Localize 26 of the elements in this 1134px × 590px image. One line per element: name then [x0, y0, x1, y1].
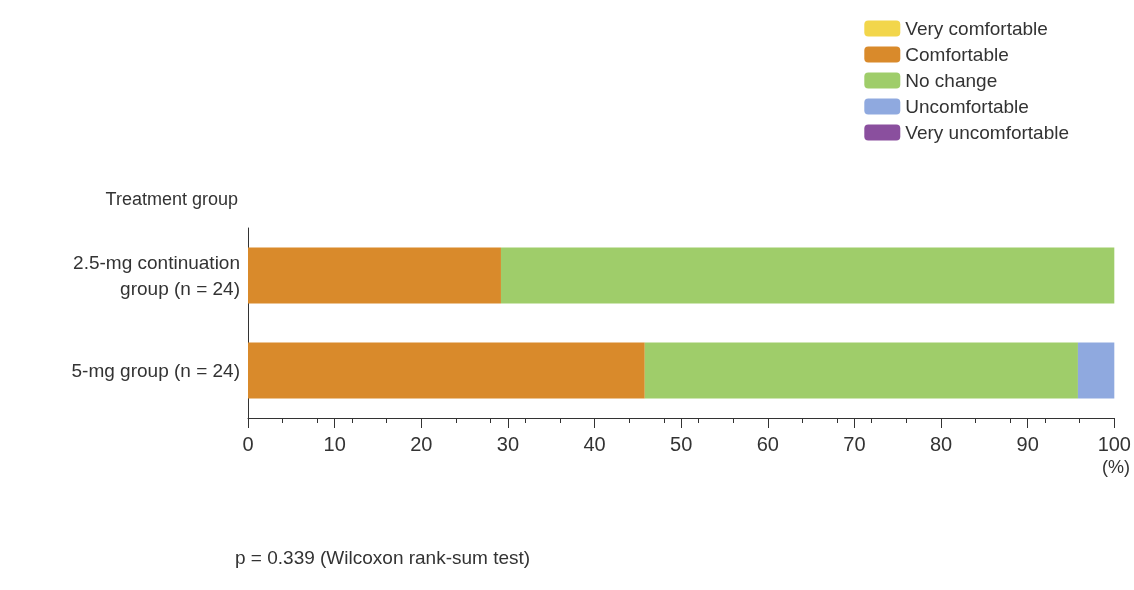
y-tick-label: 5-mg group (n = 24)	[71, 360, 240, 381]
x-tick-label: 10	[323, 433, 346, 455]
x-tick-label: 0	[242, 433, 254, 455]
x-tick-label: 40	[583, 433, 606, 455]
x-tick-label: 100	[1097, 433, 1131, 455]
y-tick-label: 2.5-mg continuation group (n = 24)	[73, 252, 240, 299]
bar	[644, 342, 1078, 399]
bar	[1077, 342, 1115, 399]
x-tick-label: 80	[929, 433, 953, 455]
legend-label: Comfortable	[905, 44, 1009, 65]
text: p = 0.339 (Wilcoxon rank-sum test)	[235, 547, 531, 568]
x-tick-label: 50	[670, 433, 693, 455]
x-tick-label: 90	[1016, 433, 1039, 455]
bar	[248, 342, 645, 399]
x-tick-label: 70	[843, 433, 866, 455]
bar	[248, 247, 501, 304]
x-tick-label: 30	[496, 433, 520, 455]
legend-label: Uncomfortable	[905, 96, 1029, 117]
bar	[500, 247, 1115, 304]
x-axis-title: (%)	[1102, 457, 1131, 477]
legend-label: Very comfortable	[905, 18, 1048, 39]
y-axis-title: Treatment group	[105, 189, 238, 209]
x-tick-label: 20	[410, 433, 433, 455]
x-tick-label: 60	[756, 433, 779, 455]
legend-label: Very uncomfortable	[905, 122, 1069, 143]
legend-label: No change	[905, 70, 998, 91]
